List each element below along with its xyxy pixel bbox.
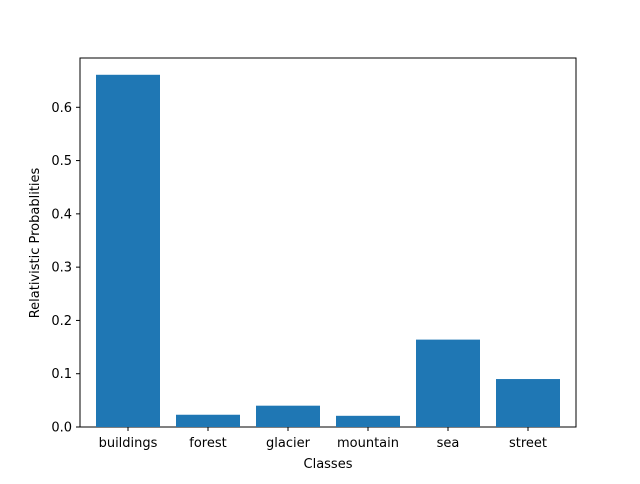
bar-forest	[176, 414, 240, 427]
bar-street	[496, 379, 560, 427]
y-tick-label: 0.3	[51, 261, 72, 276]
y-axis-label: Relativistic Probablities	[28, 167, 43, 318]
x-tick-label: sea	[437, 436, 460, 451]
bar-glacier	[256, 405, 320, 427]
y-tick-label: 0.1	[51, 367, 72, 382]
y-tick-label: 0.5	[51, 154, 72, 169]
plot-frame	[79, 57, 577, 428]
y-tick-label: 0.0	[51, 421, 72, 436]
y-tick-label: 0.2	[51, 314, 72, 329]
y-axis-ticks: 0.0 0.1 0.2 0.3 0.4 0.5 0.6	[51, 101, 80, 436]
bar-mountain	[336, 415, 400, 427]
x-tick-label: buildings	[99, 436, 158, 451]
plot-area	[79, 57, 577, 428]
bar-sea	[416, 339, 480, 427]
x-axis-ticks: buildings forest glacier mountain sea street	[99, 427, 547, 451]
x-tick-label: mountain	[337, 436, 399, 451]
x-tick-label: glacier	[266, 436, 311, 451]
y-tick-label: 0.4	[51, 207, 72, 222]
bars-group	[96, 74, 560, 427]
bar-buildings	[96, 74, 160, 427]
y-tick-label: 0.6	[51, 101, 72, 116]
x-axis-label: Classes	[304, 457, 353, 472]
x-tick-label: forest	[189, 436, 226, 451]
x-tick-label: street	[509, 436, 547, 451]
